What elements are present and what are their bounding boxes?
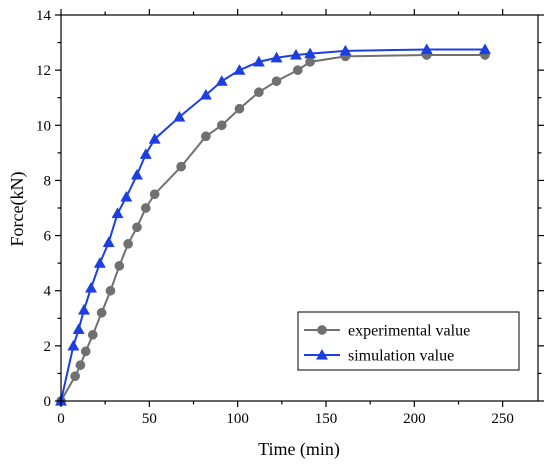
data-point xyxy=(289,48,302,60)
data-point xyxy=(173,110,186,122)
data-point xyxy=(114,261,125,271)
series-2 xyxy=(54,43,492,406)
axes: 0 50 100 150 200 250 0 2 4 6 8 10 12 14 xyxy=(36,8,544,427)
data-point xyxy=(292,65,303,75)
y-tick-label: 12 xyxy=(36,63,51,79)
data-point xyxy=(96,307,107,318)
x-tick-label: 200 xyxy=(403,411,426,427)
data-point xyxy=(105,285,116,296)
data-point xyxy=(120,190,133,202)
data-point xyxy=(80,346,91,357)
x-tick-label: 250 xyxy=(491,411,514,427)
data-point xyxy=(215,75,228,86)
data-point xyxy=(130,168,143,180)
data-point xyxy=(271,76,282,87)
data-point xyxy=(102,236,115,248)
data-point xyxy=(87,329,98,340)
x-tick-label: 100 xyxy=(226,411,249,427)
data-point xyxy=(140,203,151,213)
x-axis-title: Time (min) xyxy=(258,439,340,460)
legend-label: simulation value xyxy=(348,348,454,365)
y-tick-label: 0 xyxy=(44,394,52,410)
data-point xyxy=(199,88,212,100)
data-point xyxy=(270,51,283,63)
x-tick-label: 50 xyxy=(142,411,157,427)
x-tick-label: 0 xyxy=(57,411,65,427)
data-point xyxy=(254,87,264,98)
legend-box xyxy=(297,311,520,371)
y-tick-label: 10 xyxy=(36,118,51,134)
data-point xyxy=(149,189,160,200)
y-tick-label: 8 xyxy=(44,173,52,189)
data-point xyxy=(234,103,245,114)
data-point xyxy=(67,339,80,351)
data-point xyxy=(233,64,246,75)
data-point xyxy=(75,360,86,371)
data-point xyxy=(478,43,492,55)
legend: experimental value simulation value xyxy=(297,311,520,371)
data-point xyxy=(304,47,317,59)
legend-item: experimental value xyxy=(304,323,470,340)
y-tick-label: 14 xyxy=(36,8,52,24)
data-point xyxy=(339,44,352,56)
data-point xyxy=(176,161,186,172)
legend-marker xyxy=(317,325,327,335)
data-point xyxy=(111,207,124,219)
data-point xyxy=(420,43,433,55)
data-point xyxy=(216,120,227,131)
legend-marker xyxy=(315,348,329,360)
data-point xyxy=(201,131,211,142)
y-tick-label: 2 xyxy=(44,339,52,355)
data-point xyxy=(305,57,315,67)
series-1 xyxy=(56,50,490,406)
data-point xyxy=(148,132,161,144)
y-tick-label: 4 xyxy=(44,284,52,300)
legend-item: simulation value xyxy=(304,348,454,365)
y-axis-title: Force(kN) xyxy=(7,172,28,247)
data-point xyxy=(93,257,106,268)
series-group xyxy=(54,43,492,406)
data-point xyxy=(139,148,152,159)
data-point xyxy=(85,281,98,293)
data-point xyxy=(132,222,142,233)
data-point xyxy=(70,371,80,382)
x-tick-label: 150 xyxy=(315,411,338,427)
data-point xyxy=(72,323,85,334)
data-point xyxy=(252,55,265,67)
y-tick-label: 6 xyxy=(44,229,52,245)
legend-label: experimental value xyxy=(348,323,470,340)
data-point xyxy=(77,303,90,315)
data-point xyxy=(123,238,133,249)
